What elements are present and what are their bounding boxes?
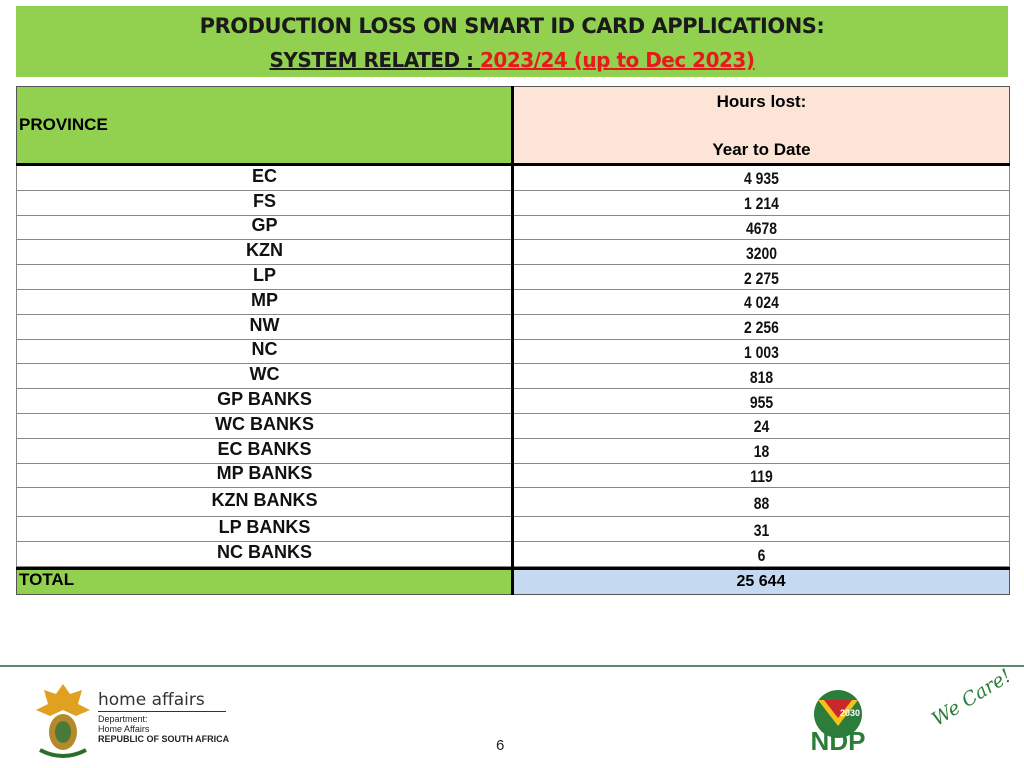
province-cell (16, 517, 513, 543)
province-cell (16, 166, 513, 191)
value-cell (513, 364, 1010, 390)
province-name: WC (249, 364, 280, 385)
value-cell (513, 314, 1010, 340)
table: PROVINCE Hours lost: Year to Date EC 4 935 FS… (16, 86, 1010, 595)
hours-value: 119 (750, 466, 773, 486)
province-name: LP BANKS (218, 517, 311, 538)
ndp-text: NDP (811, 726, 866, 754)
title-prefix: SYSTEM RELATED : (269, 48, 481, 72)
total-value: 25 644 (513, 570, 1010, 595)
coat-of-arms (36, 684, 90, 758)
value-cell (513, 438, 1010, 464)
ndp-year: 2030 (840, 708, 860, 718)
dept-line: REPUBLIC OF SOUTH AFRICA (98, 734, 230, 744)
province-name: EC (251, 165, 277, 186)
header-cell: PROVINCE (16, 86, 513, 164)
slogan: We Care! (928, 664, 1016, 731)
province-cell (16, 414, 513, 439)
value-cell (513, 463, 1010, 489)
hours-value: 955 (749, 392, 774, 412)
hours-value: 31 (753, 520, 770, 540)
province-cell (16, 364, 513, 390)
province-cell (16, 488, 513, 518)
title-line: PRODUCTION LOSS ON SMART ID CARD APPLICA… (199, 14, 825, 38)
province-name: KZN (246, 240, 283, 261)
hours-value: 4 935 (744, 169, 779, 189)
footer-divider (0, 665, 1024, 667)
province-name: MP BANKS (216, 463, 313, 484)
hours-value: 4 024 (744, 293, 779, 313)
value-cell (513, 488, 1010, 518)
value-cell (513, 389, 1010, 414)
province-name: KZN BANKS (211, 490, 318, 511)
brand-name: home affairs (98, 690, 205, 710)
value-cell (513, 414, 1010, 439)
header-text: Year to Date (712, 140, 811, 159)
header-text: Hours lost: (716, 92, 807, 111)
province-cell (16, 438, 513, 464)
brand-rule (98, 711, 226, 712)
page-number: 6 (496, 737, 505, 754)
province-cell (16, 542, 513, 567)
hours-value: 4678 (745, 218, 778, 238)
column-divider (511, 86, 514, 595)
province-cell (16, 240, 513, 266)
value-cell (513, 215, 1010, 241)
province-name: GP BANKS (217, 389, 312, 410)
province-name: FS (252, 190, 276, 211)
value-cell (513, 339, 1010, 365)
ndp-logo: 2030 NDP (811, 690, 866, 754)
title-highlight: 2023/24 (up to Dec 2023) (480, 48, 755, 72)
value-cell (513, 517, 1010, 543)
hours-value: 1 003 (744, 342, 779, 362)
header-cell (513, 86, 1010, 164)
province-name: GP (251, 215, 278, 236)
province-cell (16, 389, 513, 414)
hours-value: 2 256 (744, 318, 779, 338)
dept-line: Department: (98, 714, 148, 724)
province-cell (16, 290, 513, 315)
value-cell (513, 542, 1010, 567)
hours-value: 818 (749, 367, 774, 387)
value-cell (513, 290, 1010, 315)
province-name: LP (252, 265, 276, 286)
province-name: MP (251, 289, 278, 310)
hours-value: 88 (753, 493, 770, 513)
province-cell (16, 463, 513, 489)
value-cell (513, 166, 1010, 191)
province-name: WC BANKS (215, 413, 314, 434)
province-cell (16, 339, 513, 365)
title-banner: PRODUCTION LOSS ON SMART ID CARD APPLICA… (16, 6, 1008, 77)
province-name: NC (251, 339, 278, 360)
hours-value: 24 (753, 417, 770, 437)
province-cell (16, 215, 513, 241)
total-label: TOTAL (16, 570, 513, 595)
province-name: NW (249, 314, 280, 335)
dept-line: Home Affairs (98, 724, 150, 734)
dept-text: Department: Home Affairs REPUBLIC OF SOU… (98, 714, 229, 744)
value-cell (513, 190, 1010, 216)
value-cell (513, 240, 1010, 266)
province-cell (16, 314, 513, 340)
hours-value: 18 (753, 442, 770, 462)
value-cell (513, 265, 1010, 290)
hours-value: 1 214 (744, 194, 779, 214)
province-name: NC BANKS (216, 542, 312, 563)
title-line: SYSTEM RELATED : 2023/24 (up to Dec 2023… (16, 48, 1008, 72)
province-cell (16, 265, 513, 290)
hours-value: 3200 (745, 243, 778, 263)
hours-value: 6 (757, 545, 766, 565)
province-cell (16, 190, 513, 216)
province-name: EC BANKS (217, 438, 312, 459)
hours-value: 2 275 (744, 268, 779, 288)
